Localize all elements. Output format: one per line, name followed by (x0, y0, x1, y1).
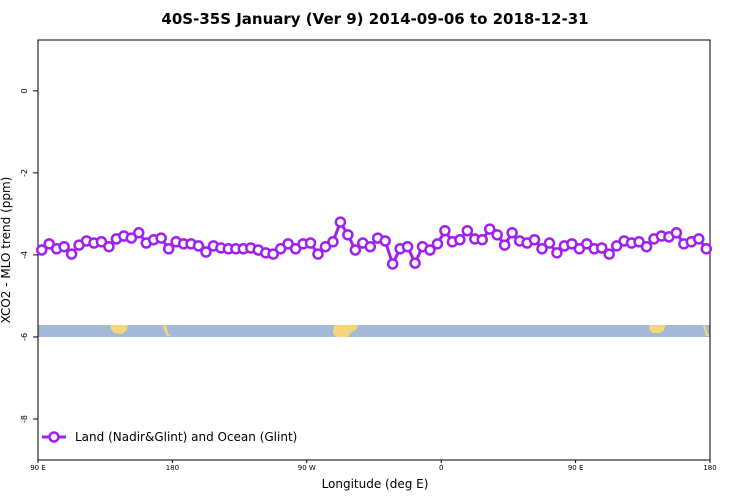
data-point (603, 248, 615, 260)
data-point (439, 224, 451, 237)
y-tick-label: -6 (20, 333, 29, 341)
data-point (379, 235, 391, 247)
y-tick-label: 0 (20, 88, 29, 93)
data-point (133, 227, 145, 239)
data-point (693, 233, 705, 245)
data-point (491, 229, 503, 241)
x-tick-label: 90 E (30, 464, 46, 472)
x-tick-label: 180 (703, 464, 716, 472)
y-tick-label: -4 (20, 251, 29, 259)
x-tick-label: 90 E (568, 464, 584, 472)
y-tick-label: -2 (20, 169, 29, 177)
data-point (327, 236, 339, 248)
data-point (700, 243, 713, 255)
data-point (409, 257, 421, 269)
data-point (476, 233, 489, 246)
data-point (670, 227, 683, 239)
y-tick-label: -8 (20, 415, 29, 423)
data-point (528, 233, 541, 246)
data-point (364, 240, 377, 253)
data-point (401, 240, 414, 253)
data-point (461, 224, 474, 237)
data-point (200, 246, 212, 258)
data-point (424, 244, 436, 256)
data-point (155, 232, 167, 244)
data-point (267, 248, 279, 260)
chart-title: 40S-35S January (Ver 9) 2014-09-06 to 20… (161, 10, 588, 28)
data-point (595, 242, 608, 254)
data-point (58, 240, 70, 253)
data-point (431, 238, 444, 250)
data-point (506, 227, 518, 239)
data-point (640, 240, 653, 253)
data-point (312, 248, 324, 260)
data-point (498, 239, 511, 251)
legend: Land (Nadir&Glint) and Ocean (Glint) (42, 430, 297, 444)
data-point (125, 232, 138, 244)
data-point (103, 240, 115, 253)
data-point (543, 237, 556, 249)
y-axis-label: XCO2 - MLO trend (ppm) (0, 177, 13, 324)
x-axis-label: Longitude (deg E) (322, 477, 429, 491)
data-point (483, 223, 496, 235)
legend-label: Land (Nadir&Glint) and Ocean (Glint) (75, 430, 297, 444)
legend-marker (48, 431, 60, 443)
data-point (551, 247, 563, 259)
data-point (349, 244, 362, 256)
data-point (65, 248, 78, 260)
x-tick-label: 180 (166, 464, 179, 472)
data-point (454, 233, 466, 246)
data-point (192, 240, 205, 252)
x-tick-label: 0 (439, 464, 443, 472)
x-tick-label: 90 W (298, 464, 316, 472)
data-point (342, 229, 354, 241)
map-strip (38, 325, 710, 337)
data-point (35, 244, 48, 256)
data-point (162, 243, 175, 255)
data-point (304, 237, 317, 249)
data-point (536, 243, 548, 255)
data-point (334, 216, 347, 228)
data-point (386, 258, 399, 270)
